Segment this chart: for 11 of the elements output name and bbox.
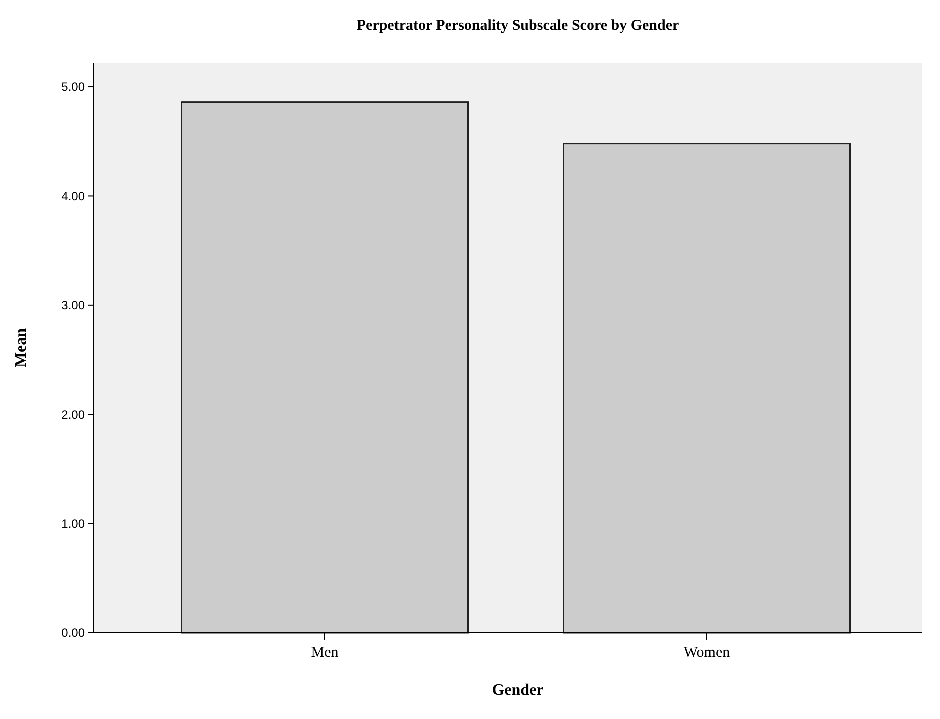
x-tick-label: Women [684, 645, 731, 661]
y-tick-label: 3.00 [62, 298, 86, 313]
y-tick-label: 2.00 [62, 408, 86, 422]
y-tick-label: 5.00 [62, 80, 86, 94]
chart-title: Perpetrator Personality Subscale Score by Gender [356, 18, 680, 34]
x-tick-label: Men [311, 645, 340, 661]
y-tick-label: 4.00 [62, 189, 86, 204]
x-axis-title: Gender [492, 682, 544, 699]
y-tick-label: 0.00 [62, 626, 86, 640]
y-tick-label: 1.00 [62, 517, 86, 532]
y-axis-title: Mean [13, 328, 30, 368]
